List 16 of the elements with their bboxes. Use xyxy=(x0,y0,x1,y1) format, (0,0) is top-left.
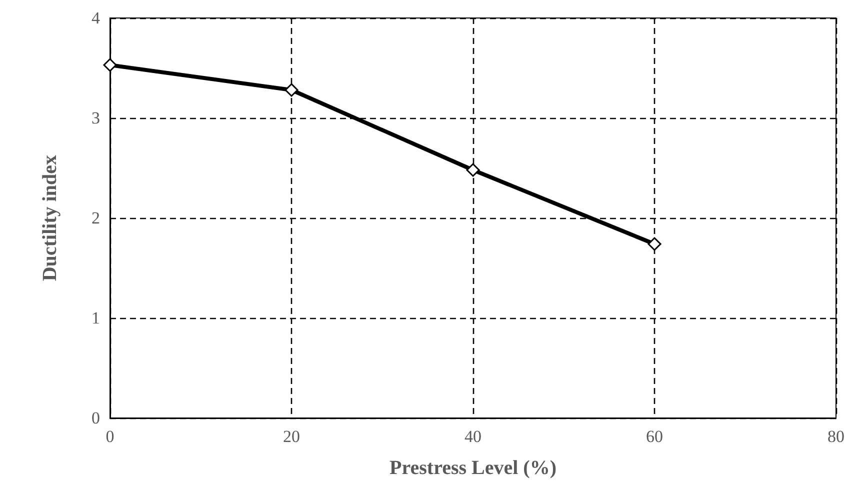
y-tick-label: 2 xyxy=(92,208,100,228)
point xyxy=(466,163,480,177)
x-tick-label: 20 xyxy=(283,427,300,446)
x-tick-label: 0 xyxy=(106,427,114,446)
point xyxy=(103,58,117,72)
x-tick-label: 80 xyxy=(828,427,844,446)
y-tick-label: 4 xyxy=(92,8,100,28)
point xyxy=(648,237,662,251)
y-tick-label: 0 xyxy=(92,408,100,428)
y-axis-title: Ductility index xyxy=(39,154,61,282)
x-tick-label: 60 xyxy=(646,427,663,446)
x-tick-label: 40 xyxy=(464,427,482,446)
y-tick-label: 1 xyxy=(92,308,100,328)
x-axis-title: Prestress Level (%) xyxy=(390,457,556,479)
y-tick-label: 3 xyxy=(92,108,100,128)
point xyxy=(284,83,298,97)
